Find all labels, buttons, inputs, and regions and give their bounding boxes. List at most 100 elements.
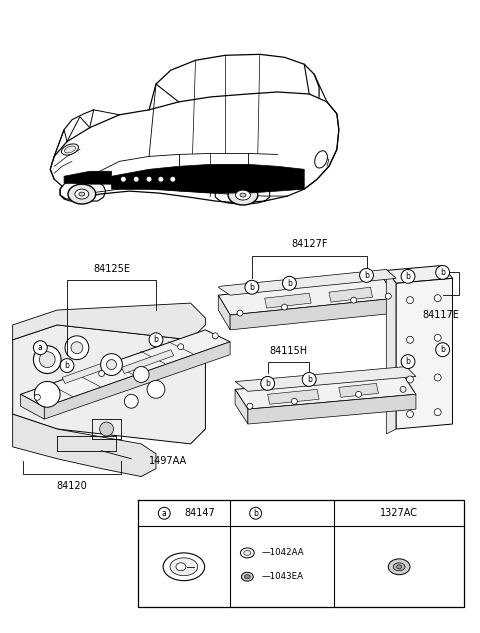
Text: 84115H: 84115H xyxy=(269,346,308,356)
Circle shape xyxy=(400,386,406,392)
Text: 84127F: 84127F xyxy=(291,239,327,249)
Circle shape xyxy=(124,394,138,408)
Text: 84120: 84120 xyxy=(57,480,87,491)
Circle shape xyxy=(178,344,184,349)
Circle shape xyxy=(107,360,117,370)
Circle shape xyxy=(434,374,441,381)
Circle shape xyxy=(407,336,413,343)
Text: b: b xyxy=(406,272,410,281)
Ellipse shape xyxy=(163,553,204,580)
Circle shape xyxy=(34,341,47,354)
Polygon shape xyxy=(218,279,396,315)
Text: —1042AA: —1042AA xyxy=(261,548,304,558)
Circle shape xyxy=(283,277,296,291)
Text: 1497AA: 1497AA xyxy=(149,456,187,466)
Circle shape xyxy=(360,268,373,282)
Ellipse shape xyxy=(244,551,251,555)
Ellipse shape xyxy=(396,565,402,569)
Circle shape xyxy=(35,382,60,407)
Ellipse shape xyxy=(315,151,327,168)
Circle shape xyxy=(99,370,105,377)
Polygon shape xyxy=(396,279,453,429)
Polygon shape xyxy=(218,270,396,295)
Polygon shape xyxy=(12,414,156,477)
Polygon shape xyxy=(248,394,416,424)
Polygon shape xyxy=(12,325,205,444)
Circle shape xyxy=(434,334,441,341)
Polygon shape xyxy=(21,330,230,407)
Circle shape xyxy=(147,380,165,398)
Polygon shape xyxy=(264,293,311,308)
Circle shape xyxy=(291,398,297,404)
Circle shape xyxy=(101,354,122,375)
Circle shape xyxy=(407,376,413,383)
Circle shape xyxy=(436,265,450,279)
Polygon shape xyxy=(218,295,230,330)
Circle shape xyxy=(261,377,275,391)
Polygon shape xyxy=(235,389,248,424)
Circle shape xyxy=(60,359,74,372)
Polygon shape xyxy=(235,367,416,391)
Text: 84117E: 84117E xyxy=(422,310,459,320)
Ellipse shape xyxy=(75,189,89,199)
Circle shape xyxy=(149,333,163,347)
Polygon shape xyxy=(386,270,396,434)
Circle shape xyxy=(250,507,262,519)
Circle shape xyxy=(356,391,361,398)
Ellipse shape xyxy=(61,144,79,155)
Circle shape xyxy=(401,354,415,368)
Text: b: b xyxy=(307,375,312,384)
Polygon shape xyxy=(111,165,304,193)
Polygon shape xyxy=(44,342,230,419)
Text: b: b xyxy=(154,335,158,344)
Circle shape xyxy=(158,507,170,519)
Polygon shape xyxy=(62,361,109,384)
Ellipse shape xyxy=(68,184,96,204)
Circle shape xyxy=(133,367,149,382)
Polygon shape xyxy=(386,265,453,284)
Circle shape xyxy=(146,177,152,182)
Circle shape xyxy=(351,297,357,303)
Circle shape xyxy=(35,394,40,400)
Polygon shape xyxy=(329,287,372,302)
Polygon shape xyxy=(230,298,396,330)
Text: 1327AC: 1327AC xyxy=(380,508,418,518)
Ellipse shape xyxy=(79,192,85,196)
Circle shape xyxy=(281,304,288,310)
Circle shape xyxy=(134,177,139,182)
Polygon shape xyxy=(121,349,174,373)
Ellipse shape xyxy=(240,548,254,558)
Circle shape xyxy=(39,352,55,368)
Circle shape xyxy=(436,342,450,356)
Text: b: b xyxy=(250,283,254,292)
Ellipse shape xyxy=(244,575,250,579)
Text: 84125E: 84125E xyxy=(93,265,130,274)
Ellipse shape xyxy=(170,558,198,575)
Circle shape xyxy=(100,422,113,436)
Polygon shape xyxy=(235,375,416,409)
Circle shape xyxy=(407,411,413,418)
Circle shape xyxy=(170,177,175,182)
Text: b: b xyxy=(406,357,410,366)
Polygon shape xyxy=(64,172,111,184)
Circle shape xyxy=(34,346,61,373)
Text: b: b xyxy=(253,509,258,518)
Ellipse shape xyxy=(393,563,405,571)
Text: a: a xyxy=(38,343,43,352)
Circle shape xyxy=(212,333,218,339)
Ellipse shape xyxy=(241,572,253,581)
Text: b: b xyxy=(364,271,369,280)
Circle shape xyxy=(247,403,253,409)
Text: —1043EA: —1043EA xyxy=(261,572,303,581)
Polygon shape xyxy=(339,384,378,398)
Circle shape xyxy=(245,280,259,294)
Ellipse shape xyxy=(240,193,246,197)
Ellipse shape xyxy=(228,185,258,205)
Circle shape xyxy=(65,336,89,360)
Circle shape xyxy=(385,293,391,299)
Text: b: b xyxy=(440,268,445,277)
Ellipse shape xyxy=(176,563,186,571)
Text: a: a xyxy=(162,509,167,518)
Circle shape xyxy=(158,177,163,182)
Text: b: b xyxy=(440,345,445,354)
